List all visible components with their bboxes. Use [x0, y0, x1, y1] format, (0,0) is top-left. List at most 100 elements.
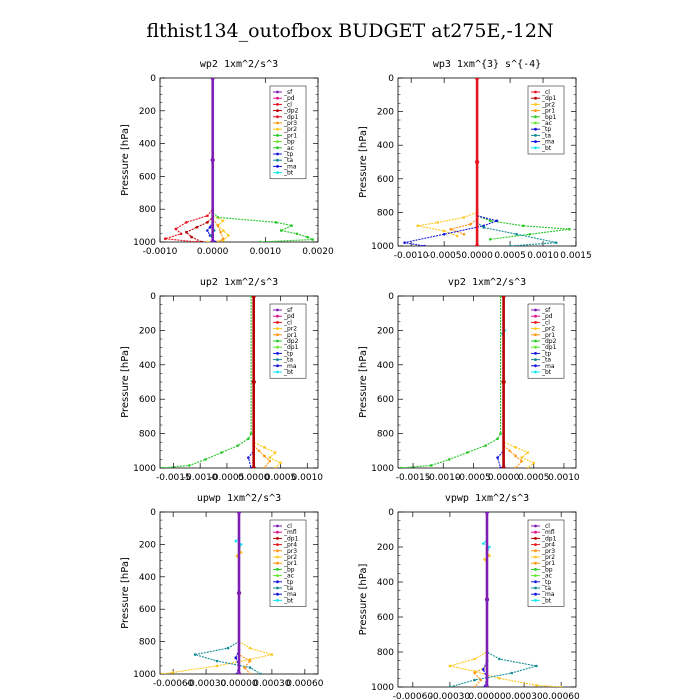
legend-entry: _dp2: [283, 108, 299, 115]
legend-marker: [534, 109, 537, 112]
legend-entry: _pr2: [283, 126, 297, 133]
legend-marker: [276, 96, 279, 100]
data-point: [171, 671, 175, 674]
data-point: [239, 543, 243, 546]
data-point: [495, 219, 499, 223]
legend-marker: [534, 543, 537, 546]
series-group: [448, 512, 563, 687]
legend-marker: [534, 321, 537, 324]
data-point: [210, 157, 215, 163]
data-point: [429, 464, 433, 467]
x-tick-label: 0.00060: [286, 679, 323, 689]
x-tick-label: 0.00030: [253, 679, 290, 689]
legend-entry: _ma: [283, 163, 297, 170]
legend-entry: _pr1: [283, 560, 297, 567]
data-point: [188, 464, 191, 467]
legend-marker: [276, 327, 279, 330]
x-tick-label: -0.0010: [183, 473, 218, 483]
chart-panel-3: vp2 1xm^2/s^3 Pressure [hPa] 0 200 400 600 800…: [358, 277, 580, 483]
chart-title: upwp 1xm^2/s^3: [197, 493, 281, 504]
series-line: [448, 78, 478, 235]
legend-entry: _ta: [283, 585, 293, 592]
legend: _sf_pd_cl_dp2_dp1_pr3_pr2_pr1_bp_ac_tp_t…: [269, 85, 307, 180]
series-group: [160, 512, 274, 674]
legend: _cl_dp1_pr2_pr1_bp1_ac_tp_ta_ma_bt: [527, 85, 565, 155]
series-line: [503, 296, 523, 468]
data-point: [236, 671, 242, 674]
x-tick-label: 0.0010: [250, 247, 282, 257]
chart-title: wp2 1xm^2/s^3: [200, 59, 278, 70]
chart-panel-2: up2 1xm^2/s^3 Pressure [hPa] 0 200 400 600 800…: [120, 277, 323, 483]
legend-marker: [534, 345, 537, 349]
legend-marker: [534, 90, 537, 94]
legend-entry: _tp: [541, 350, 551, 357]
data-point: [236, 590, 242, 596]
data-point: [474, 159, 480, 165]
legend-entry: _dp2: [541, 338, 557, 345]
data-point: [236, 512, 242, 515]
data-point: [268, 456, 272, 459]
series-group: [161, 296, 282, 468]
legend-marker: [534, 327, 537, 330]
y-tick-label: 400: [377, 578, 394, 588]
data-point: [193, 653, 197, 656]
legend-entry: _ta: [541, 132, 551, 139]
data-point: [279, 229, 283, 232]
data-point: [535, 664, 538, 668]
legend-marker: [534, 364, 537, 368]
legend-marker: [276, 339, 279, 343]
data-point: [248, 666, 252, 669]
legend-marker: [534, 308, 537, 312]
x-tick-label: 0.0020: [302, 247, 334, 257]
data-point: [236, 444, 239, 447]
legend-entry: _dp1: [283, 535, 299, 542]
legend-entry: _pd: [541, 313, 553, 320]
data-point: [263, 466, 266, 468]
y-axis-label: Pressure [hPa]: [120, 124, 131, 196]
x-tick-label: -0.0005: [456, 473, 491, 483]
y-tick-label: 600: [139, 605, 156, 615]
series-group: [163, 78, 315, 242]
data-point: [498, 657, 501, 661]
legend-marker: [276, 314, 279, 318]
legend-marker: [276, 90, 279, 94]
data-point: [474, 243, 480, 246]
y-tick-label: 400: [139, 573, 156, 583]
data-point: [234, 539, 238, 543]
legend-marker: [534, 339, 537, 343]
legend-marker: [534, 96, 537, 100]
legend-entry: _cl: [541, 523, 550, 530]
legend-entry: _sf: [283, 307, 293, 314]
legend-marker: [534, 568, 537, 571]
data-point: [161, 466, 164, 468]
x-tick-label: 0.00000: [468, 692, 505, 700]
legend-entry: _bt: [541, 597, 552, 604]
data-point: [185, 230, 188, 234]
series-line: [185, 78, 214, 242]
data-point: [481, 668, 485, 671]
data-point: [488, 219, 492, 223]
legend-entry: _bt: [541, 369, 552, 376]
legend-marker: [276, 555, 279, 559]
legend-entry: _ma: [283, 363, 297, 370]
data-point: [206, 229, 209, 232]
data-point: [482, 226, 486, 229]
legend-marker: [534, 370, 537, 374]
legend-marker: [534, 586, 537, 590]
legend-entry: _ac: [541, 120, 552, 127]
data-point: [473, 678, 476, 682]
legend-entry: _pr4: [541, 542, 555, 549]
legend-entry: _pd: [283, 313, 295, 320]
legend-marker: [534, 537, 537, 540]
data-point: [247, 456, 250, 459]
chart-title: vpwp 1xm^2/s^3: [445, 493, 529, 504]
data-point: [195, 240, 199, 242]
data-point: [257, 449, 261, 453]
legend-marker: [534, 574, 537, 577]
data-point: [501, 296, 506, 299]
data-point: [221, 219, 225, 222]
legend-marker: [276, 115, 279, 119]
legend-entry: _pd: [283, 95, 295, 102]
series-line: [162, 296, 252, 468]
y-tick-label: 600: [377, 175, 394, 185]
